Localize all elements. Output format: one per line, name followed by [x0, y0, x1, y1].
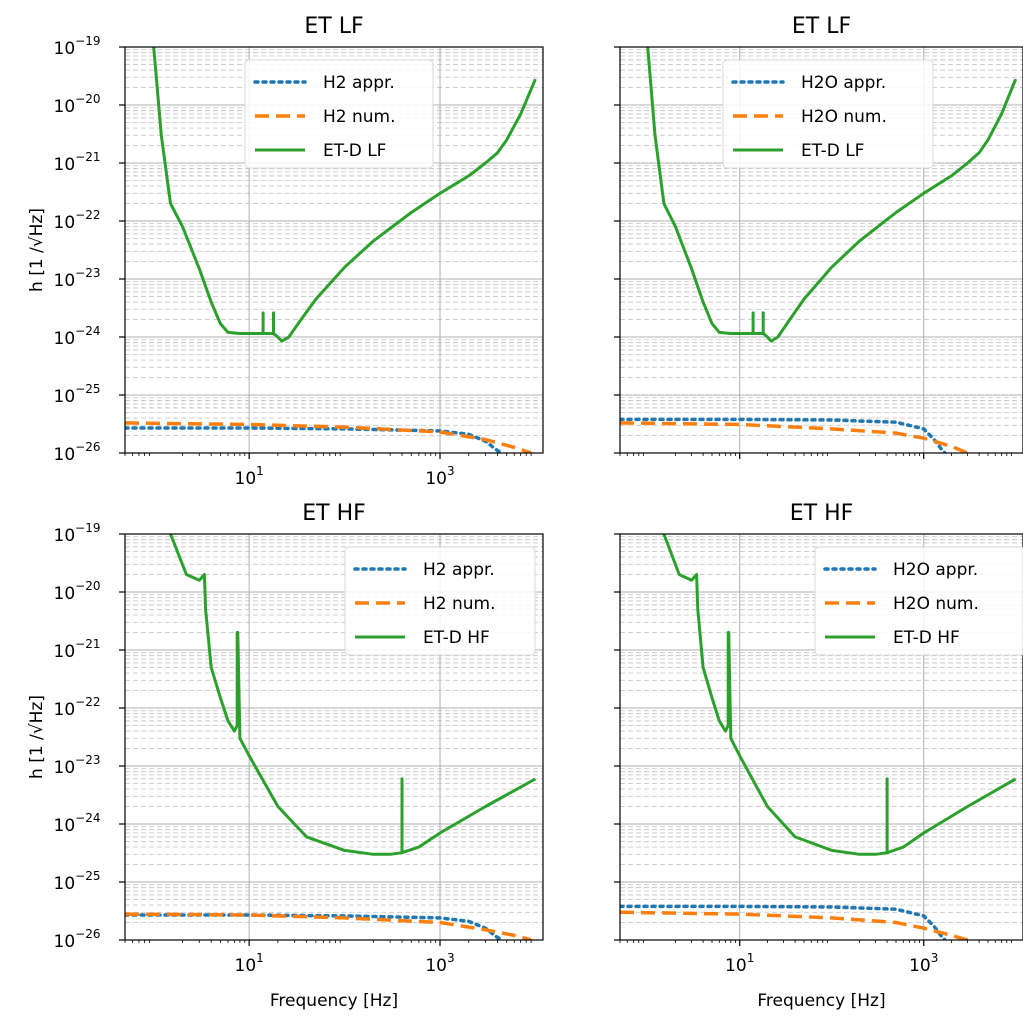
x-axis-label: Frequency [Hz] [270, 991, 398, 1011]
plot-frame [619, 533, 1023, 941]
series-line-h2-appr- [125, 913, 505, 940]
legend-entry: ET-D LF [801, 141, 864, 161]
grid [125, 533, 543, 941]
y-tick-label: 10−22 [54, 695, 101, 720]
y-tick-label: 10−26 [54, 927, 101, 952]
series-group [125, 47, 537, 453]
legend-box [814, 546, 1023, 656]
chart-panel-4: 101 103 ET HF Frequency [Hz] H2O appr. H2O nu… [614, 501, 1023, 1011]
y-tick-label: 10−21 [54, 637, 101, 662]
x-tick-label: 101 [725, 951, 754, 976]
legend-entry: ET-D HF [893, 628, 960, 648]
x-axis-label: Frequency [Hz] [757, 991, 885, 1011]
y-tick-label: 10−23 [54, 753, 101, 778]
legend-box [244, 59, 434, 169]
panel-title: ET HF [302, 501, 366, 526]
series-line-et-d-hf [662, 534, 1017, 856]
legend: H2 appr. H2 num. ET-D LF [244, 59, 434, 169]
legend-entry: H2O num. [801, 107, 887, 127]
plot-frame [124, 533, 544, 941]
chart-panel-3: 101 103 10−19 10−20 10−21 10−22 10−23 10−24 10−2… [27, 501, 544, 1011]
series-line-h2o-appr- [620, 904, 947, 940]
y-tick-label: 10−25 [54, 382, 101, 407]
x-tick-label: 103 [425, 951, 454, 976]
y-tick-label: 10−23 [54, 266, 101, 291]
series-group [620, 47, 1018, 453]
legend-entry: H2O appr. [801, 73, 886, 93]
x-tick-label: 103 [909, 951, 938, 976]
series-line-et-d-hf [169, 534, 537, 856]
legend-entry: H2O appr. [893, 560, 978, 580]
legend-entry: H2 num. [323, 107, 396, 127]
panel-title: ET LF [304, 14, 363, 39]
legend-entry: ET-D LF [323, 141, 386, 161]
series-line-et-d-lf [646, 47, 1018, 343]
legend-entry: ET-D HF [423, 628, 490, 648]
series-group [620, 534, 1017, 940]
legend-entry: H2 appr. [323, 73, 395, 93]
plot-frame [124, 46, 544, 454]
series-group [125, 534, 537, 940]
legend-box [722, 59, 934, 169]
panel-title: ET HF [790, 501, 854, 526]
legend-entry: H2O num. [893, 594, 979, 614]
y-tick-label: 10−20 [54, 92, 101, 117]
x-tick-label: 101 [235, 464, 264, 489]
y-axis-label: h [1 /√Hz] [27, 208, 47, 292]
y-tick-label: 10−22 [54, 208, 101, 233]
series-line-h2-num- [125, 421, 532, 453]
series-line-h2o-num- [620, 910, 969, 940]
legend: H2 appr. H2 num. ET-D HF [344, 546, 536, 656]
y-tick-label: 10−19 [54, 521, 101, 546]
legend-entry: H2 appr. [423, 560, 495, 580]
y-tick-label: 10−24 [54, 324, 101, 349]
y-tick-label: 10−25 [54, 869, 101, 894]
legend: H2O appr. H2O num. ET-D LF [722, 59, 934, 169]
series-line-h2o-num- [620, 421, 969, 453]
y-tick-label: 10−26 [54, 440, 101, 465]
y-tick-label: 10−19 [54, 34, 101, 59]
chart-panel-2: ET LF H2O appr. H2O num. ET-D LF [614, 14, 1023, 459]
legend-entry: H2 num. [423, 594, 496, 614]
y-axis-label: h [1 /√Hz] [27, 695, 47, 779]
x-tick-label: 101 [235, 951, 264, 976]
x-tick-label: 103 [425, 464, 454, 489]
y-tick-label: 10−21 [54, 150, 101, 175]
y-tick-label: 10−20 [54, 579, 101, 604]
series-line-h2-appr- [125, 426, 505, 453]
panel-title: ET LF [792, 14, 851, 39]
series-line-et-d-lf [152, 47, 537, 343]
legend-box [344, 546, 536, 656]
series-line-h2-num- [125, 912, 532, 940]
series-line-h2o-appr- [620, 417, 947, 453]
plot-frame [619, 46, 1023, 454]
y-tick-label: 10−24 [54, 811, 101, 836]
chart-panel-1: 101 103 10−19 10−20 10−21 10−22 10−23 10−24 10−2… [27, 14, 544, 489]
legend: H2O appr. H2O num. ET-D HF [814, 546, 1023, 656]
